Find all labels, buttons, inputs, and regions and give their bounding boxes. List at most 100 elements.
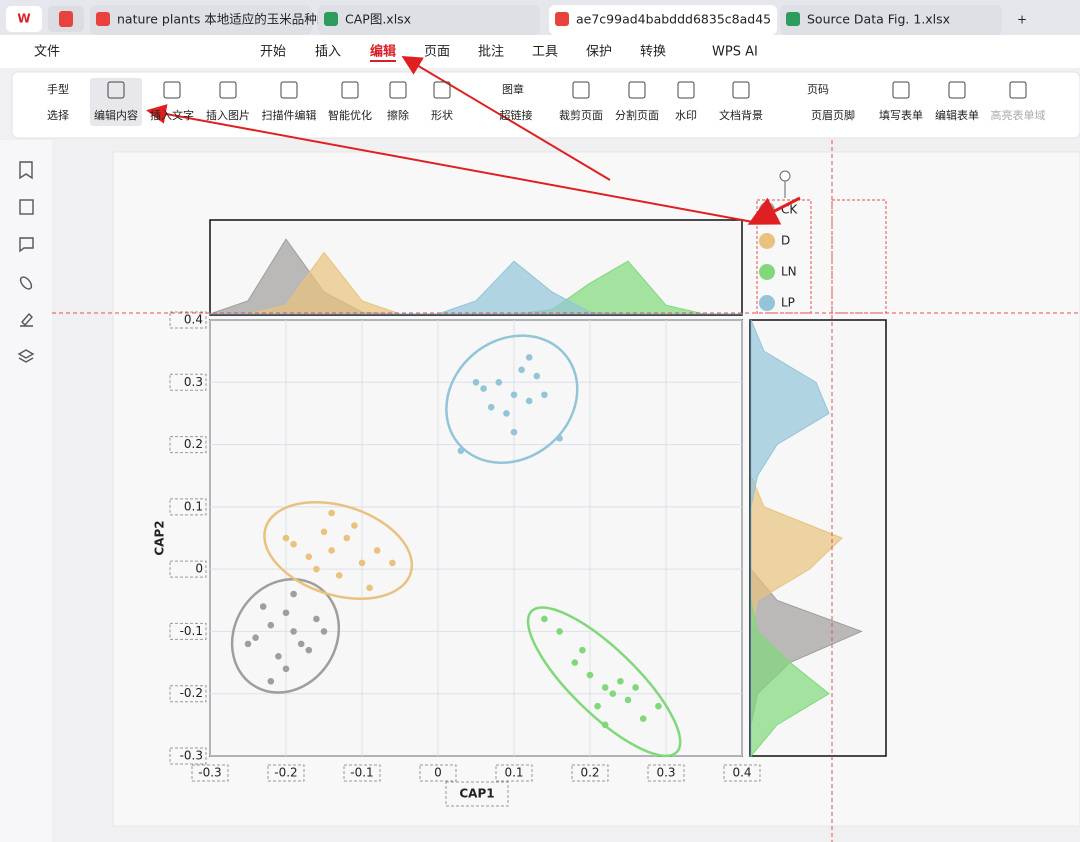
density-right (750, 319, 830, 756)
new-tab[interactable]: + (1017, 13, 1027, 27)
tool-label[interactable]: 页码 (807, 83, 829, 96)
sidebar (0, 140, 52, 842)
point (320, 528, 328, 536)
wps-logo[interactable] (6, 6, 42, 32)
tool-label[interactable]: 图章 (502, 82, 524, 96)
rotate-handle[interactable] (779, 170, 791, 182)
point (586, 671, 594, 679)
menu-item[interactable]: 批注 (478, 45, 504, 60)
x-tick-label: 0.3 (656, 766, 675, 780)
tool-label[interactable]: 编辑表单 (935, 108, 979, 122)
tool-label[interactable]: 裁剪页面 (559, 108, 603, 122)
point (480, 385, 487, 392)
tool-label[interactable]: 编辑内容 (94, 108, 138, 122)
point (252, 634, 259, 641)
menu-item[interactable]: 文件 (34, 45, 60, 60)
tool-label[interactable]: 填写表单 (879, 108, 923, 122)
legend-marker (759, 233, 775, 249)
tool-icon (107, 81, 125, 99)
tool-icon (572, 81, 590, 99)
confidence-ellipse (526, 606, 682, 758)
plot-area (209, 319, 743, 757)
point (624, 696, 632, 704)
tool-icon (280, 81, 298, 99)
legend-selection[interactable] (756, 199, 812, 314)
legend-label: LP (781, 296, 795, 310)
legend-marker (759, 264, 775, 280)
legend-label: LN (781, 265, 797, 279)
menu-item[interactable]: 工具 (532, 45, 558, 60)
tab[interactable] (90, 5, 312, 35)
menu-item[interactable]: 保护 (586, 45, 612, 60)
tool-icon (677, 81, 695, 99)
point (525, 354, 533, 361)
tool-label[interactable]: 文档背景 (719, 108, 763, 122)
tool-icon (219, 81, 237, 99)
tool-label[interactable]: 擦除 (387, 108, 409, 122)
tab-title: CAP图.xlsx (345, 12, 411, 27)
tool-label[interactable]: 水印 (675, 109, 697, 122)
tool-label[interactable]: 页眉页脚 (811, 108, 855, 122)
toolbar (11, 71, 1080, 139)
x-tick-label: -0.2 (274, 766, 297, 780)
tab-icon (786, 12, 800, 26)
point (510, 391, 518, 399)
point (290, 540, 297, 548)
point (487, 403, 495, 411)
tool-label[interactable]: 超链接 (500, 108, 533, 122)
tool-label[interactable]: 插入图片 (206, 108, 250, 122)
menu-item[interactable]: 插入 (315, 45, 341, 60)
point (373, 547, 381, 554)
point (358, 559, 366, 567)
tick-box (169, 373, 207, 391)
axis-label-box (445, 781, 509, 807)
tick-box (169, 622, 207, 640)
point (259, 603, 267, 610)
tool-icon (341, 81, 359, 99)
tool-label[interactable]: 智能优化 (328, 108, 372, 122)
sidebar-icons (17, 161, 35, 363)
arrow (146, 104, 754, 223)
tool-label[interactable]: 高亮表单域 (991, 108, 1046, 122)
point (503, 410, 510, 417)
tab-icon (324, 12, 338, 26)
tick-box (343, 764, 381, 782)
tool-label[interactable]: 插入文字 (150, 108, 194, 122)
menu-item[interactable]: 页面 (424, 45, 450, 60)
point (320, 628, 328, 635)
tool-icon (628, 81, 646, 99)
point (533, 372, 541, 380)
menu-item[interactable]: 转换 (640, 45, 666, 60)
point (366, 584, 373, 592)
tick-box (169, 311, 207, 329)
y-tick-label: 0.1 (184, 499, 203, 513)
tool-label[interactable]: 扫描件编辑 (262, 108, 317, 122)
tool-label[interactable]: 形状 (431, 108, 453, 122)
point (328, 547, 335, 554)
point (305, 553, 313, 560)
point (282, 609, 290, 617)
active-tool (90, 78, 142, 126)
confidence-ellipse (263, 500, 414, 600)
tick-box (419, 764, 457, 782)
tool-icon (389, 81, 407, 99)
menu-item[interactable]: 编辑 (370, 44, 396, 60)
y-tick-label: -0.2 (180, 686, 203, 700)
menu-item[interactable]: WPS AI (712, 45, 758, 60)
y-tick-label: 0.4 (184, 313, 203, 327)
x-tick-label: 0.2 (580, 766, 599, 780)
point (275, 653, 282, 660)
tool-label[interactable]: 手型 (47, 82, 69, 96)
tab[interactable] (549, 5, 777, 35)
menu-item[interactable]: 开始 (260, 45, 286, 60)
y-axis-label: CAP2 (153, 520, 167, 555)
active-menu-underline (370, 60, 396, 62)
point (556, 435, 563, 442)
tool-label[interactable]: 选择 (47, 108, 69, 122)
density-top (209, 260, 743, 315)
tab[interactable] (780, 5, 1002, 35)
tab[interactable] (318, 5, 540, 35)
tool-label[interactable]: 分割页面 (615, 108, 659, 122)
arrow (747, 196, 801, 225)
